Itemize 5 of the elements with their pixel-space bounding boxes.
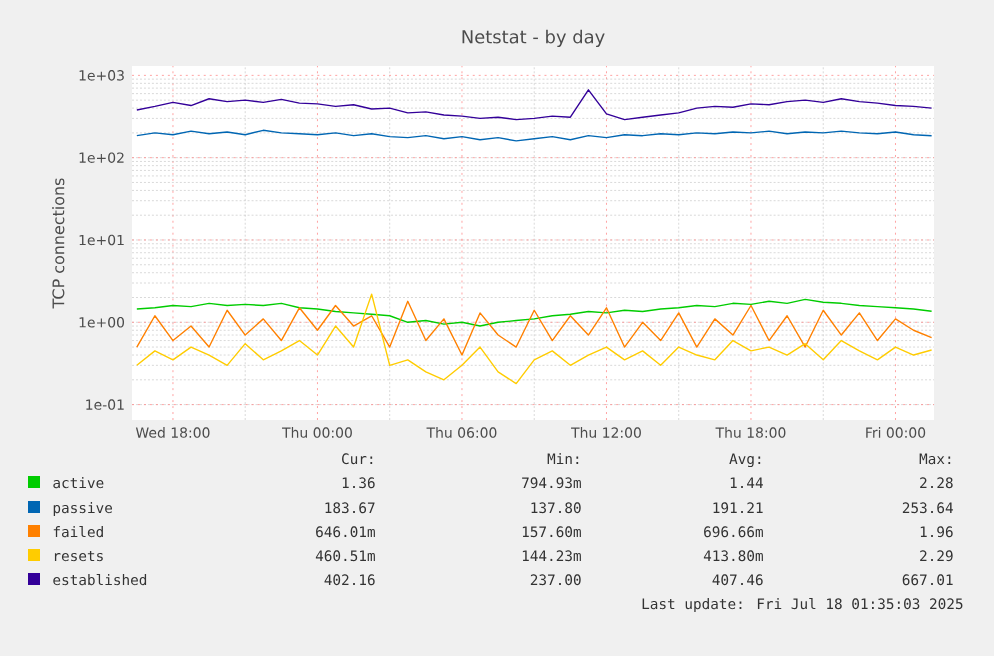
line-series: [136, 293, 933, 385]
chart-title: Netstat - by day: [462, 29, 605, 47]
line-series: [136, 89, 933, 121]
line-series: [136, 298, 933, 327]
line-series: [136, 300, 933, 356]
